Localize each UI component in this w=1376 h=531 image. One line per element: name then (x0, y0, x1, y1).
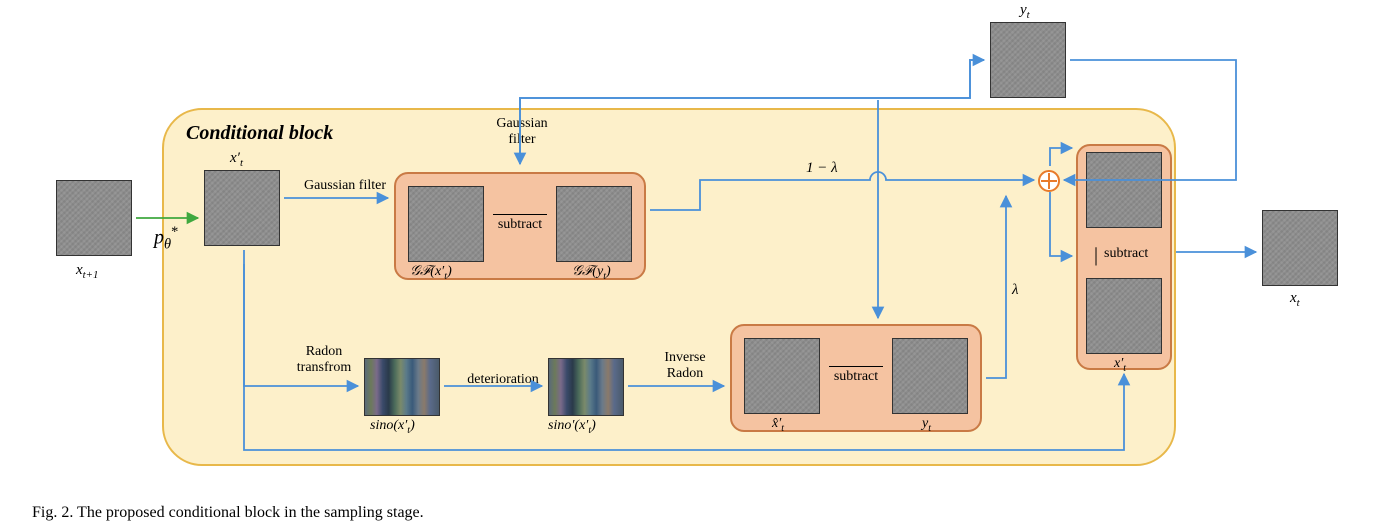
tile-sub-bot (1086, 278, 1162, 354)
tile-gf-xp (408, 186, 484, 262)
label-xhat: x̂′t (772, 416, 784, 434)
label-sub-r-text: subtract (1104, 246, 1148, 262)
label-sub-bot-op: subtract (826, 366, 886, 385)
tile-yt-top (990, 22, 1066, 98)
tile-x-tp1 (56, 180, 132, 256)
figure-caption: Fig. 2. The proposed conditional block i… (32, 504, 424, 522)
tile-sub-top (1086, 152, 1162, 228)
label-gf-xp: 𝒢ℱ(x′t) (410, 264, 452, 282)
label-yt-br: yt (922, 416, 931, 434)
tile-sino-xp (364, 358, 440, 416)
label-yt-top: yt (1020, 2, 1030, 21)
label-subtract-right-pipe: | (1094, 244, 1098, 267)
label-gf-yt: 𝒢ℱ(yt) (572, 264, 611, 282)
label-deterior: deterioration (458, 372, 548, 388)
label-lambda: λ (1012, 282, 1019, 299)
label-sino-xp: sino(x′t) (370, 418, 415, 436)
label-invradon: InverseRadon (650, 350, 720, 382)
combine-icon (1038, 170, 1060, 192)
label-x-tp1: xt+1 (76, 262, 98, 281)
conditional-block-box (162, 108, 1176, 466)
tile-xt-out (1262, 210, 1338, 286)
tile-gf-yt (556, 186, 632, 262)
label-sub-top-op: subtract (490, 214, 550, 233)
label-xt-out: xt (1290, 290, 1300, 309)
label-gauss-top: Gaussianfilter (482, 116, 562, 148)
label-xprime-top: x′t (230, 150, 243, 169)
tile-xhat (744, 338, 820, 414)
label-one-minus: 1 − λ (806, 160, 838, 177)
label-sinop-xp: sino′(x′t) (548, 418, 596, 436)
label-radon: Radontransfrom (284, 344, 364, 376)
tile-yt-br (892, 338, 968, 414)
label-p-theta: pθ* (154, 224, 178, 254)
label-xprime-r: x′t (1114, 356, 1126, 374)
conditional-block-title: Conditional block (186, 122, 333, 145)
tile-xprime (204, 170, 280, 246)
tile-sinop-xp (548, 358, 624, 416)
label-gauss-arrow: Gaussian filter (295, 178, 395, 194)
figure-canvas: Conditional block xt+1 x′t pθ* yt Gaussian fi… (0, 0, 1376, 531)
